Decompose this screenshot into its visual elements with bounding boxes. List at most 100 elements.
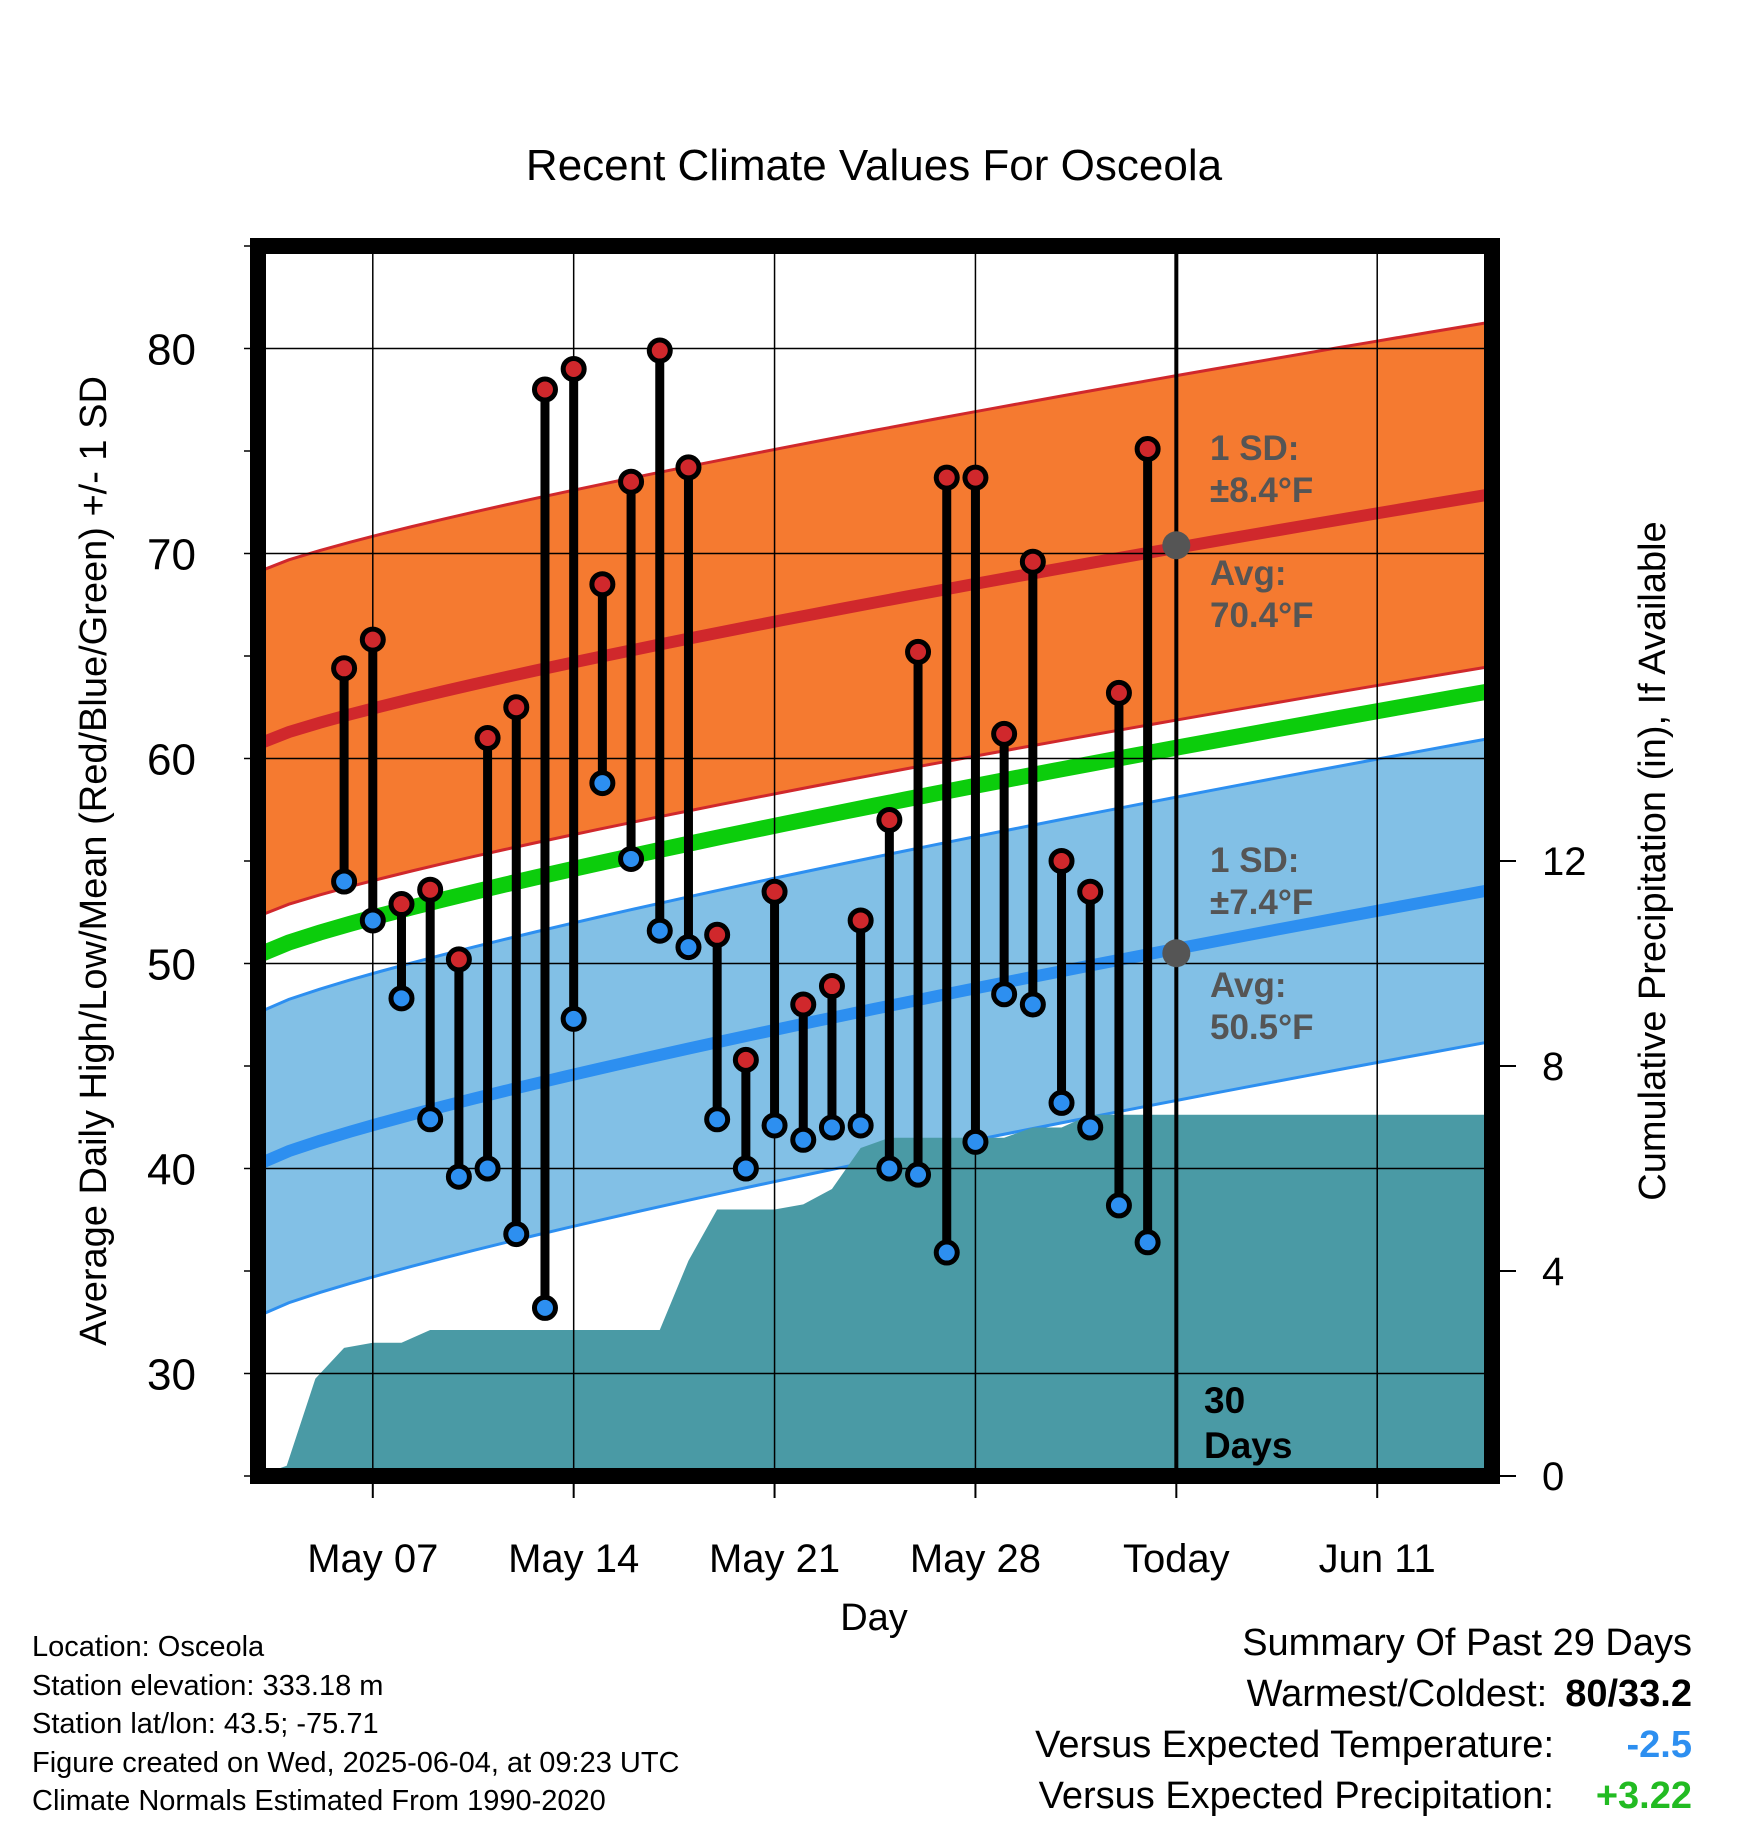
y2-tick-label: 12 (1542, 840, 1587, 884)
latlon-text: Station lat/lon: 43.5; -75.71 (32, 1708, 379, 1740)
daily-high-point (761, 878, 788, 905)
y-tick-label: 70 (147, 531, 196, 580)
y-tick-label: 30 (147, 1351, 196, 1400)
temp-value: -2.5 (1626, 1724, 1692, 1766)
low-sd-value: ±7.4°F (1210, 883, 1313, 922)
daily-low-point (991, 981, 1018, 1008)
y2-tick-label: 0 (1542, 1455, 1564, 1499)
daily-high-point (589, 571, 616, 598)
precip-value: +3.22 (1595, 1775, 1692, 1817)
normals-text: Climate Normals Estimated From 1990-2020 (32, 1785, 606, 1817)
daily-low-point (933, 1239, 960, 1266)
x-tick-label: May 28 (910, 1537, 1041, 1581)
precip-area (258, 1114, 1492, 1476)
plot-frame (250, 238, 1500, 1484)
x-tick-label: Jun 11 (1319, 1537, 1436, 1581)
location-text: Location: Osceola (32, 1631, 265, 1663)
daily-high-point (1048, 848, 1075, 874)
y-axis-label: Average Daily High/Low/Mean (Red/Blue/Gr… (73, 376, 115, 1346)
daily-low-point (589, 770, 616, 797)
y2-tick-label: 4 (1542, 1250, 1564, 1294)
daily-high-point (359, 626, 386, 653)
x-tick-label: May 21 (709, 1537, 840, 1581)
daily-low-point (445, 1163, 472, 1190)
y2-axis-label: Cumulative Precipitation (in), If Availa… (1632, 521, 1674, 1200)
station-info: Location: Osceola Station elevation: 333… (32, 1628, 680, 1821)
daily-low-point (704, 1106, 731, 1133)
today-count: 30 (1204, 1380, 1245, 1421)
daily-high-point (847, 907, 874, 934)
daily-high-point (503, 694, 530, 721)
temp-label: Versus Expected Temperature: (1035, 1724, 1554, 1766)
daily-high-point (1134, 435, 1161, 462)
daily-high-point (933, 464, 960, 491)
summary-precip-row: Versus Expected Precipitation: +3.22 (1035, 1771, 1692, 1822)
precip-label: Versus Expected Precipitation: (1038, 1775, 1554, 1817)
daily-high-point (991, 720, 1018, 747)
x-tick-label: Today (1123, 1537, 1230, 1581)
high-sd-label: 1 SD: (1210, 429, 1299, 468)
elevation-text: Station elevation: 333.18 m (32, 1669, 384, 1702)
daily-high-point (818, 973, 845, 1000)
y-tick-label: 50 (147, 941, 196, 990)
y-tick-label: 80 (147, 326, 196, 375)
daily-low-point (1048, 1089, 1075, 1116)
high-normal-line (255, 488, 1493, 750)
daily-low-point (503, 1221, 530, 1248)
low-normal-line (255, 883, 1494, 1170)
x-tick-label: May 07 (307, 1537, 438, 1581)
y-tick-label: 40 (147, 1146, 196, 1195)
daily-low-point (560, 1005, 587, 1032)
daily-low-point (646, 917, 673, 944)
daily-low-point (876, 1155, 903, 1182)
high-sd-value: ±8.4°F (1210, 471, 1313, 510)
daily-low-point (417, 1106, 444, 1133)
summary-panel: Summary Of Past 29 Days Warmest/Coldest:… (1035, 1618, 1692, 1822)
daily-low-point (388, 985, 415, 1012)
summary-temp-row: Versus Expected Temperature: -2.5 (1035, 1720, 1692, 1771)
daily-high-point (417, 876, 444, 903)
daily-high-point (790, 991, 817, 1018)
daily-high-point (445, 946, 472, 973)
daily-low-point (962, 1128, 989, 1155)
daily-low-point (761, 1112, 788, 1139)
chart-title: Recent Climate Values For Osceola (526, 141, 1223, 190)
daily-high-point (474, 725, 501, 751)
daily-high-point (1019, 548, 1046, 575)
daily-low-point (1077, 1114, 1104, 1141)
daily-high-point (1077, 878, 1104, 905)
low-sd-label: 1 SD: (1210, 841, 1299, 880)
daily-low-point (847, 1112, 874, 1139)
daily-low-point (790, 1126, 817, 1153)
daily-high-point (732, 1046, 759, 1073)
daily-high-point (1105, 679, 1132, 706)
daily-high-point (675, 454, 702, 481)
low-avg-value: 50.5°F (1210, 1008, 1314, 1047)
low-avg-label: Avg: (1210, 966, 1286, 1005)
high-avg-label: Avg: (1210, 554, 1286, 593)
x-tick-label: May 14 (508, 1537, 639, 1581)
daily-high-point (646, 337, 673, 364)
y2-tick-label: 8 (1542, 1045, 1564, 1089)
daily-high-point (704, 921, 731, 948)
summary-warmest-row: Warmest/Coldest: 80/33.2 (1035, 1669, 1692, 1720)
daily-low-point (531, 1294, 558, 1321)
daily-high-point (962, 464, 989, 491)
summary-heading: Summary Of Past 29 Days (1242, 1622, 1692, 1664)
daily-low-point (675, 934, 702, 961)
daily-low-point (331, 868, 358, 895)
daily-low-point (359, 907, 386, 934)
daily-low-point (1105, 1192, 1132, 1219)
daily-low-point (1019, 991, 1046, 1018)
daily-high-point (905, 638, 932, 665)
daily-low-point (905, 1161, 932, 1188)
mean-normal-line (254, 682, 1494, 963)
high-avg-today-marker (1162, 531, 1191, 560)
y-tick-label: 60 (147, 736, 196, 785)
daily-low-point (818, 1114, 845, 1141)
warmest-label: Warmest/Coldest: (1246, 1673, 1548, 1715)
today-unit: Days (1204, 1425, 1292, 1466)
daily-high-point (531, 376, 558, 403)
daily-low-point (618, 845, 645, 872)
